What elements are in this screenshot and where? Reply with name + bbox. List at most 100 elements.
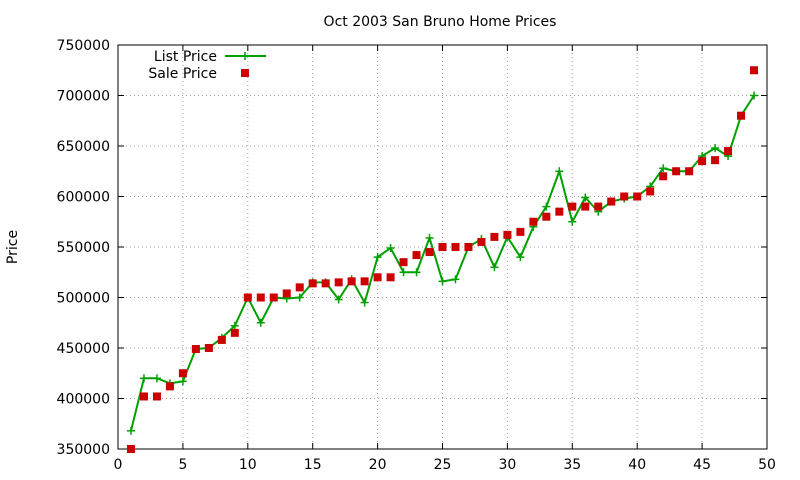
sale-price-point <box>555 207 564 216</box>
list-price-point <box>542 202 551 211</box>
sale-price-point <box>659 172 668 181</box>
sale-price-point <box>620 192 629 201</box>
list-price-point <box>152 374 161 383</box>
list-price-point <box>178 377 187 386</box>
list-price-point <box>386 244 395 253</box>
legend-label: List Price <box>154 49 217 65</box>
sale-price-point <box>542 212 551 221</box>
sale-price-point <box>438 243 447 251</box>
sale-price-point <box>490 232 499 241</box>
sale-price-point <box>724 147 733 156</box>
list-price-point <box>139 374 148 383</box>
series-sale-price <box>126 66 759 453</box>
list-price-point <box>581 193 590 202</box>
series-list-price <box>126 91 759 435</box>
sale-price-point <box>464 243 473 251</box>
x-tick-label: 15 <box>304 457 322 473</box>
sale-price-point <box>672 167 681 176</box>
list-price-point <box>399 268 408 277</box>
x-tick-label: 25 <box>434 457 452 473</box>
sale-price-point <box>386 273 395 282</box>
x-tick-label: 50 <box>758 457 776 473</box>
list-price-point <box>659 164 668 173</box>
series-layer <box>126 66 759 453</box>
sale-price-point <box>308 279 317 288</box>
list-price-point <box>295 293 304 302</box>
list-price-point <box>490 263 499 272</box>
y-tick-label: 400000 <box>57 392 110 408</box>
sale-price-point <box>347 277 356 286</box>
sale-price-point <box>412 251 421 260</box>
y-axis-label: Price <box>5 230 21 264</box>
sale-price-point <box>230 328 239 337</box>
x-tick-label: 30 <box>498 457 516 473</box>
sale-price-point <box>165 382 174 391</box>
list-price-point <box>126 426 135 435</box>
sale-price-point <box>282 289 291 298</box>
list-price-point <box>750 91 759 100</box>
legend-label: Sale Price <box>148 66 217 82</box>
list-price-point <box>438 277 447 286</box>
y-tick-label: 750000 <box>57 38 110 54</box>
sale-price-point <box>594 202 603 211</box>
sale-price-point <box>516 227 525 236</box>
sale-price-point <box>698 157 707 166</box>
sale-price-point <box>204 344 213 352</box>
y-tick-label: 500000 <box>57 291 110 307</box>
list-price-point <box>516 253 525 262</box>
list-price-point <box>711 144 720 153</box>
list-price-point <box>360 298 369 307</box>
sale-price-point <box>425 248 434 257</box>
list-price-point <box>256 318 265 327</box>
sale-price-point <box>711 156 720 165</box>
list-price-point <box>373 253 382 262</box>
sale-price-point <box>568 202 577 211</box>
legend-square-marker <box>241 69 249 77</box>
sale-price-point <box>139 392 148 401</box>
x-tick-label: 10 <box>239 457 257 473</box>
list-price-point <box>568 217 577 226</box>
x-tick-label: 0 <box>114 457 123 473</box>
sale-price-point <box>685 167 694 176</box>
sale-price-point <box>217 335 226 344</box>
sale-price-point <box>399 258 408 267</box>
sale-price-point <box>295 283 304 292</box>
sale-price-point <box>269 293 278 302</box>
sale-price-point <box>646 187 655 196</box>
y-tick-label: 350000 <box>57 442 110 458</box>
sale-price-point <box>477 237 486 246</box>
sale-price-point <box>191 345 200 354</box>
axis-ticks: 0 5 10 15 20 25 30 35 40 45 50 350000 400000 450000 50… <box>57 38 776 473</box>
list-price-point <box>230 321 239 330</box>
grid-lines <box>118 45 767 449</box>
sale-price-point <box>243 293 252 302</box>
sale-price-point <box>633 192 642 201</box>
sale-price-point <box>256 293 265 302</box>
sale-price-point <box>373 273 382 282</box>
sale-price-point <box>360 277 369 286</box>
sale-price-point <box>737 111 746 120</box>
sale-price-point <box>126 445 135 453</box>
legend-plus-marker <box>241 52 249 60</box>
y-tick-label: 600000 <box>57 190 110 206</box>
sale-price-point <box>529 217 538 226</box>
sale-price-point <box>152 392 161 401</box>
y-tick-label: 550000 <box>57 240 110 256</box>
list-price-point <box>334 295 343 304</box>
sale-price-point <box>321 279 330 288</box>
sale-price-point <box>451 243 460 251</box>
sale-price-point <box>503 230 512 239</box>
list-price-point <box>451 275 460 284</box>
y-tick-label: 450000 <box>57 341 110 357</box>
x-tick-label: 40 <box>628 457 646 473</box>
y-tick-label: 650000 <box>57 139 110 155</box>
list-price-point <box>425 233 434 242</box>
x-tick-label: 5 <box>178 457 187 473</box>
x-tick-label: 45 <box>693 457 711 473</box>
sale-price-point <box>334 278 343 287</box>
sale-price-point <box>607 197 616 206</box>
chart-title: Oct 2003 San Bruno Home Prices <box>324 14 557 30</box>
x-tick-label: 35 <box>563 457 581 473</box>
